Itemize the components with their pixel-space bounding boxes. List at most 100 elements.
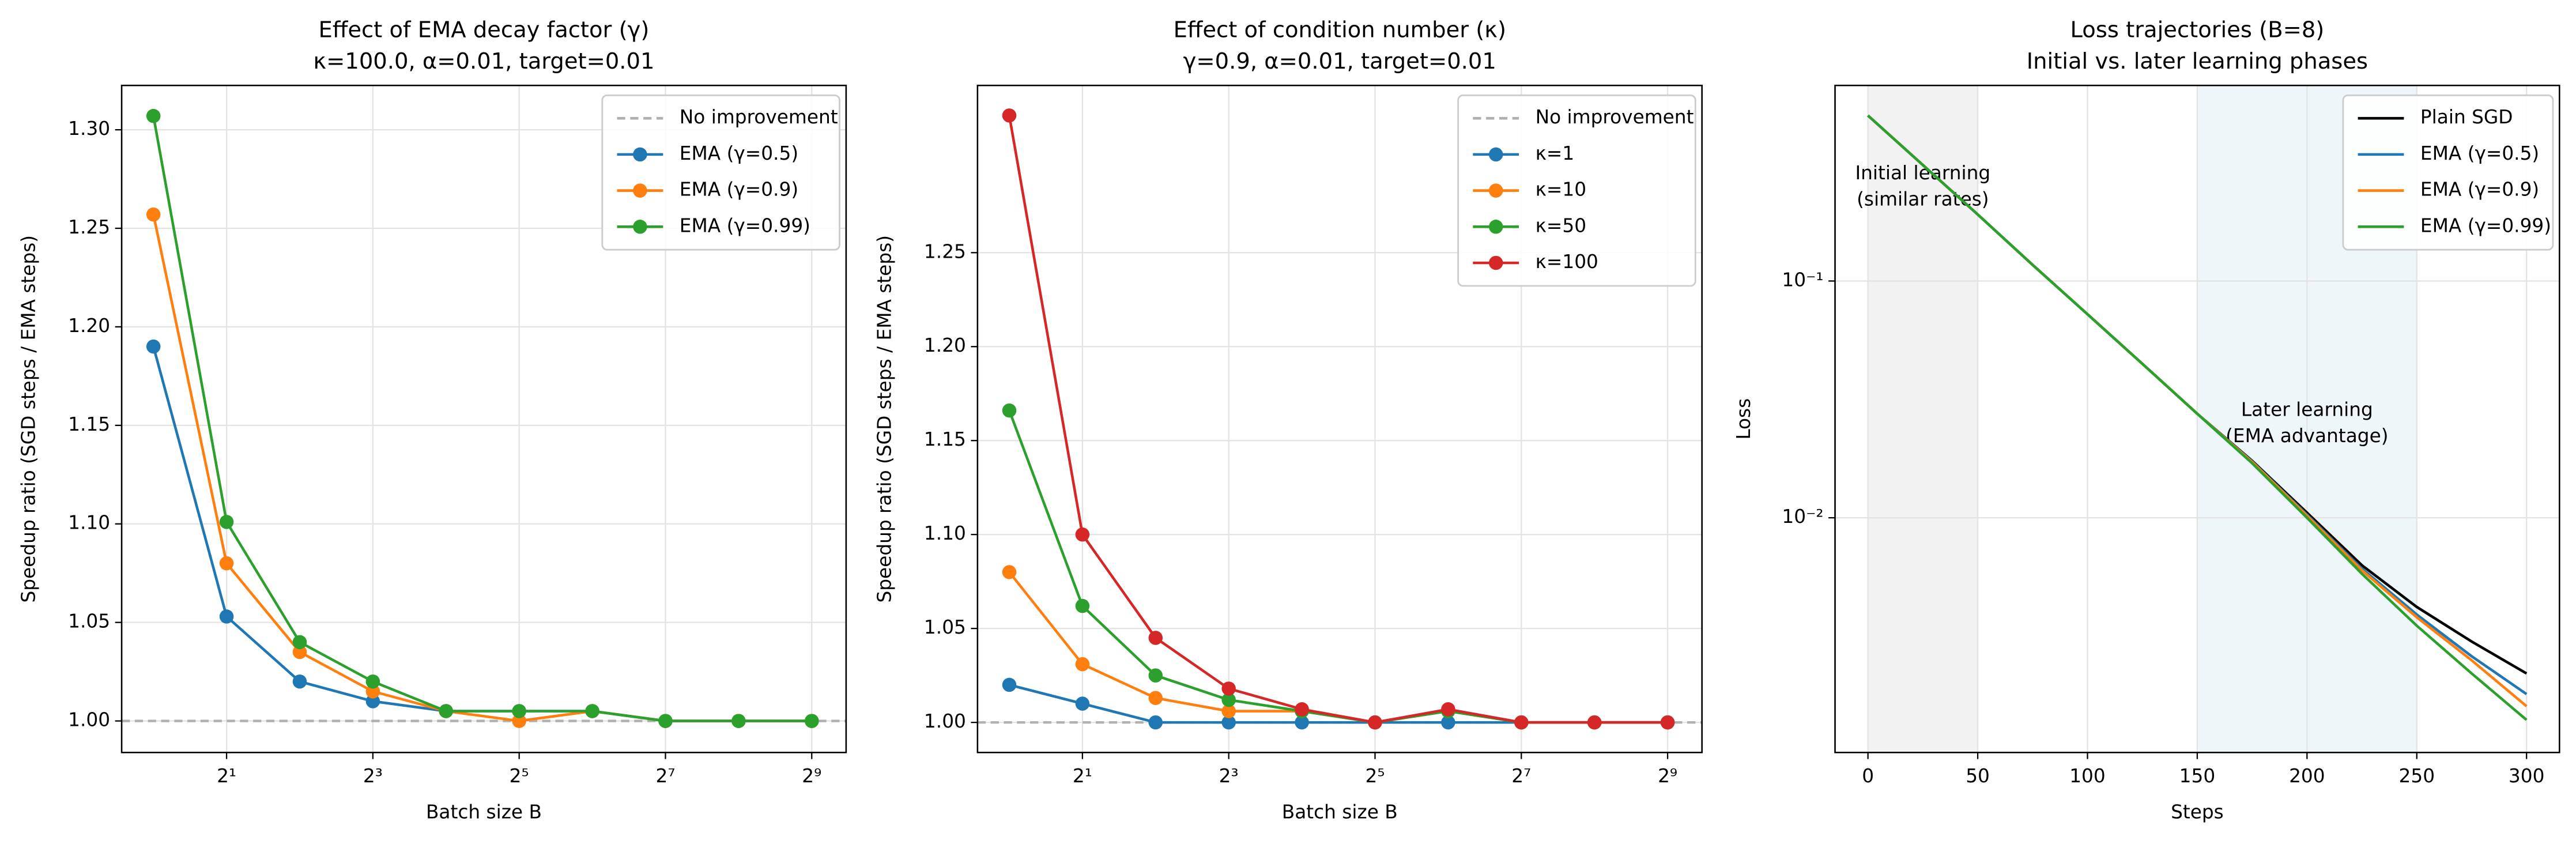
x-tick-label: 300 — [2509, 765, 2545, 787]
point — [439, 704, 454, 718]
y-tick-label: 1.25 — [68, 216, 110, 238]
point — [731, 714, 746, 728]
point — [1368, 715, 1382, 730]
x-axis-label: Batch size B — [426, 801, 542, 823]
legend-marker — [1488, 183, 1503, 198]
point — [365, 694, 380, 709]
point — [1002, 403, 1017, 418]
y-tick-label: 1.05 — [924, 616, 966, 638]
chart-title: Loss trajectories (B=8) — [2070, 17, 2325, 43]
point — [512, 714, 526, 728]
legend-label: EMA (γ=0.5) — [2420, 142, 2539, 164]
y-tick-label: 1.00 — [68, 709, 110, 731]
y-tick-label: 1.30 — [68, 118, 110, 140]
y-tick-label: 1.20 — [68, 315, 110, 337]
legend-label: EMA (γ=0.99) — [2420, 214, 2551, 236]
x-tick-label: 2⁹ — [1658, 765, 1677, 787]
legend-box — [1457, 94, 1696, 287]
point — [1221, 681, 1236, 696]
y-axis-label: Loss — [1733, 398, 1755, 440]
legend-label: κ=100 — [1536, 251, 1598, 273]
x-tick-label: 2⁵ — [510, 765, 529, 787]
x-tick-label: 2⁵ — [1365, 765, 1385, 787]
point — [658, 714, 673, 728]
series-line — [152, 115, 812, 722]
point — [1148, 715, 1163, 730]
x-tick-label: 2³ — [1219, 765, 1239, 787]
x-tick-label: 0 — [1862, 765, 1874, 787]
point — [1075, 657, 1090, 672]
legend-label: Plain SGD — [2420, 106, 2513, 128]
y-tick-label: 10⁻¹ — [1782, 269, 1823, 291]
point — [292, 674, 307, 689]
legend-label: κ=1 — [1536, 142, 1575, 164]
point — [1075, 696, 1090, 711]
y-axis-label: Speedup ratio (SGD steps / EMA steps) — [17, 235, 39, 603]
x-tick-label: 2³ — [363, 765, 383, 787]
chart-subtitle: γ=0.9, α=0.01, target=0.01 — [1183, 48, 1496, 74]
point — [1221, 715, 1236, 730]
point — [219, 609, 234, 624]
legend-marker — [1488, 147, 1503, 162]
legend-label: No improvement — [1536, 106, 1694, 128]
legend-marker — [633, 220, 647, 234]
legend-label: EMA (γ=0.5) — [680, 142, 798, 164]
x-tick-label: 2⁷ — [1511, 765, 1531, 787]
point — [512, 704, 526, 718]
point — [1075, 598, 1090, 613]
point — [1148, 691, 1163, 705]
legend-label: No improvement — [680, 106, 838, 128]
y-tick-label: 1.10 — [924, 522, 966, 544]
point — [1148, 668, 1163, 683]
legend: No improvement EMA (γ=0.5) EMA (γ=0.9) EMA … — [601, 94, 840, 251]
span-annotation: (EMA advantage) — [2226, 425, 2388, 447]
x-tick-label: 100 — [2069, 765, 2106, 787]
span-annotation: Later learning — [2241, 398, 2373, 420]
phase-span — [1868, 85, 1978, 753]
point — [292, 635, 307, 650]
y-tick-label: 1.10 — [68, 512, 110, 534]
y-tick-label: 1.15 — [924, 428, 966, 450]
x-tick-label: 50 — [1966, 765, 1990, 787]
x-tick-label: 2¹ — [217, 765, 236, 787]
legend-label: κ=10 — [1536, 179, 1586, 201]
legend-label: EMA (γ=0.9) — [2420, 179, 2539, 201]
point — [146, 207, 161, 222]
x-axis-label: Batch size B — [1282, 801, 1398, 823]
x-tick-label: 2¹ — [1073, 765, 1092, 787]
point — [1514, 715, 1529, 730]
y-tick-label: 1.00 — [924, 710, 966, 732]
chart-subtitle: κ=100.0, α=0.01, target=0.01 — [313, 48, 654, 74]
point — [365, 684, 380, 699]
legend: No improvement κ=1 κ=10 κ=50 κ=100 — [1457, 94, 1696, 287]
x-tick-label: 150 — [2179, 765, 2216, 787]
legend-box — [2342, 94, 2554, 251]
y-tick-label: 1.20 — [924, 334, 966, 356]
chart-subtitle: Initial vs. later learning phases — [2027, 48, 2368, 74]
point — [1587, 715, 1602, 730]
point — [1002, 108, 1017, 123]
point — [1221, 692, 1236, 707]
legend: Plain SGD EMA (γ=0.5) EMA (γ=0.9) EMA (γ=0.… — [2342, 94, 2554, 251]
chart-title: Effect of condition number (κ) — [1174, 17, 1506, 43]
point — [292, 645, 307, 660]
point — [219, 515, 234, 529]
point — [1441, 702, 1455, 717]
point — [1441, 715, 1455, 730]
point — [1221, 704, 1236, 718]
span-annotation: (similar rates) — [1857, 189, 1989, 210]
point — [1148, 631, 1163, 645]
series-line — [1008, 115, 1668, 724]
point — [585, 704, 599, 718]
point — [1075, 527, 1090, 542]
y-tick-label: 10⁻² — [1782, 506, 1823, 528]
legend-marker — [633, 147, 647, 162]
legend-marker — [1488, 220, 1503, 234]
legend-box — [601, 94, 840, 251]
point — [146, 339, 161, 354]
point — [1660, 715, 1675, 730]
point — [219, 556, 234, 571]
series-line — [1867, 114, 2528, 721]
